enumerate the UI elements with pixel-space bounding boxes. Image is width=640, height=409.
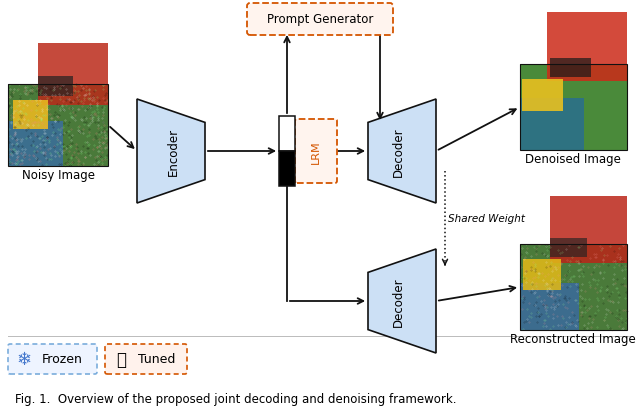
Bar [8,85,108,166]
Text: 🔥: 🔥 [116,350,126,368]
Bar [547,13,627,82]
Text: LRM: LRM [311,140,321,164]
Text: Fig. 1.  Overview of the proposed joint decoding and denoising framework.: Fig. 1. Overview of the proposed joint d… [15,393,456,405]
Bar [279,117,295,152]
Bar [550,59,591,78]
Bar [522,79,563,112]
Bar [520,245,627,330]
FancyBboxPatch shape [295,120,337,184]
Text: Frozen: Frozen [42,353,83,366]
Bar [520,283,579,330]
Bar [8,121,63,166]
Bar [520,65,627,151]
Bar [38,44,108,105]
Text: Noisy Image: Noisy Image [22,169,95,182]
Bar [13,101,48,130]
FancyBboxPatch shape [247,4,393,36]
Bar [550,196,627,263]
Bar [520,99,584,151]
Polygon shape [368,249,436,353]
Bar [524,260,561,290]
Text: Shared Weight: Shared Weight [448,213,525,223]
Bar [279,152,295,187]
Bar [520,65,627,151]
Text: Reconstructed Image: Reconstructed Image [510,332,636,345]
Polygon shape [137,100,205,204]
Text: Prompt Generator: Prompt Generator [267,13,373,27]
Bar [8,85,108,166]
Bar [520,245,627,330]
Text: Decoder: Decoder [392,276,404,326]
Bar [550,238,588,257]
Text: Denoised Image: Denoised Image [525,153,621,166]
Text: Tuned: Tuned [138,353,176,366]
FancyBboxPatch shape [105,344,187,374]
Text: ❄: ❄ [17,350,31,368]
Polygon shape [368,100,436,204]
Bar [38,76,73,97]
Text: Decoder: Decoder [392,127,404,176]
Text: Encoder: Encoder [166,128,179,175]
FancyBboxPatch shape [8,344,97,374]
